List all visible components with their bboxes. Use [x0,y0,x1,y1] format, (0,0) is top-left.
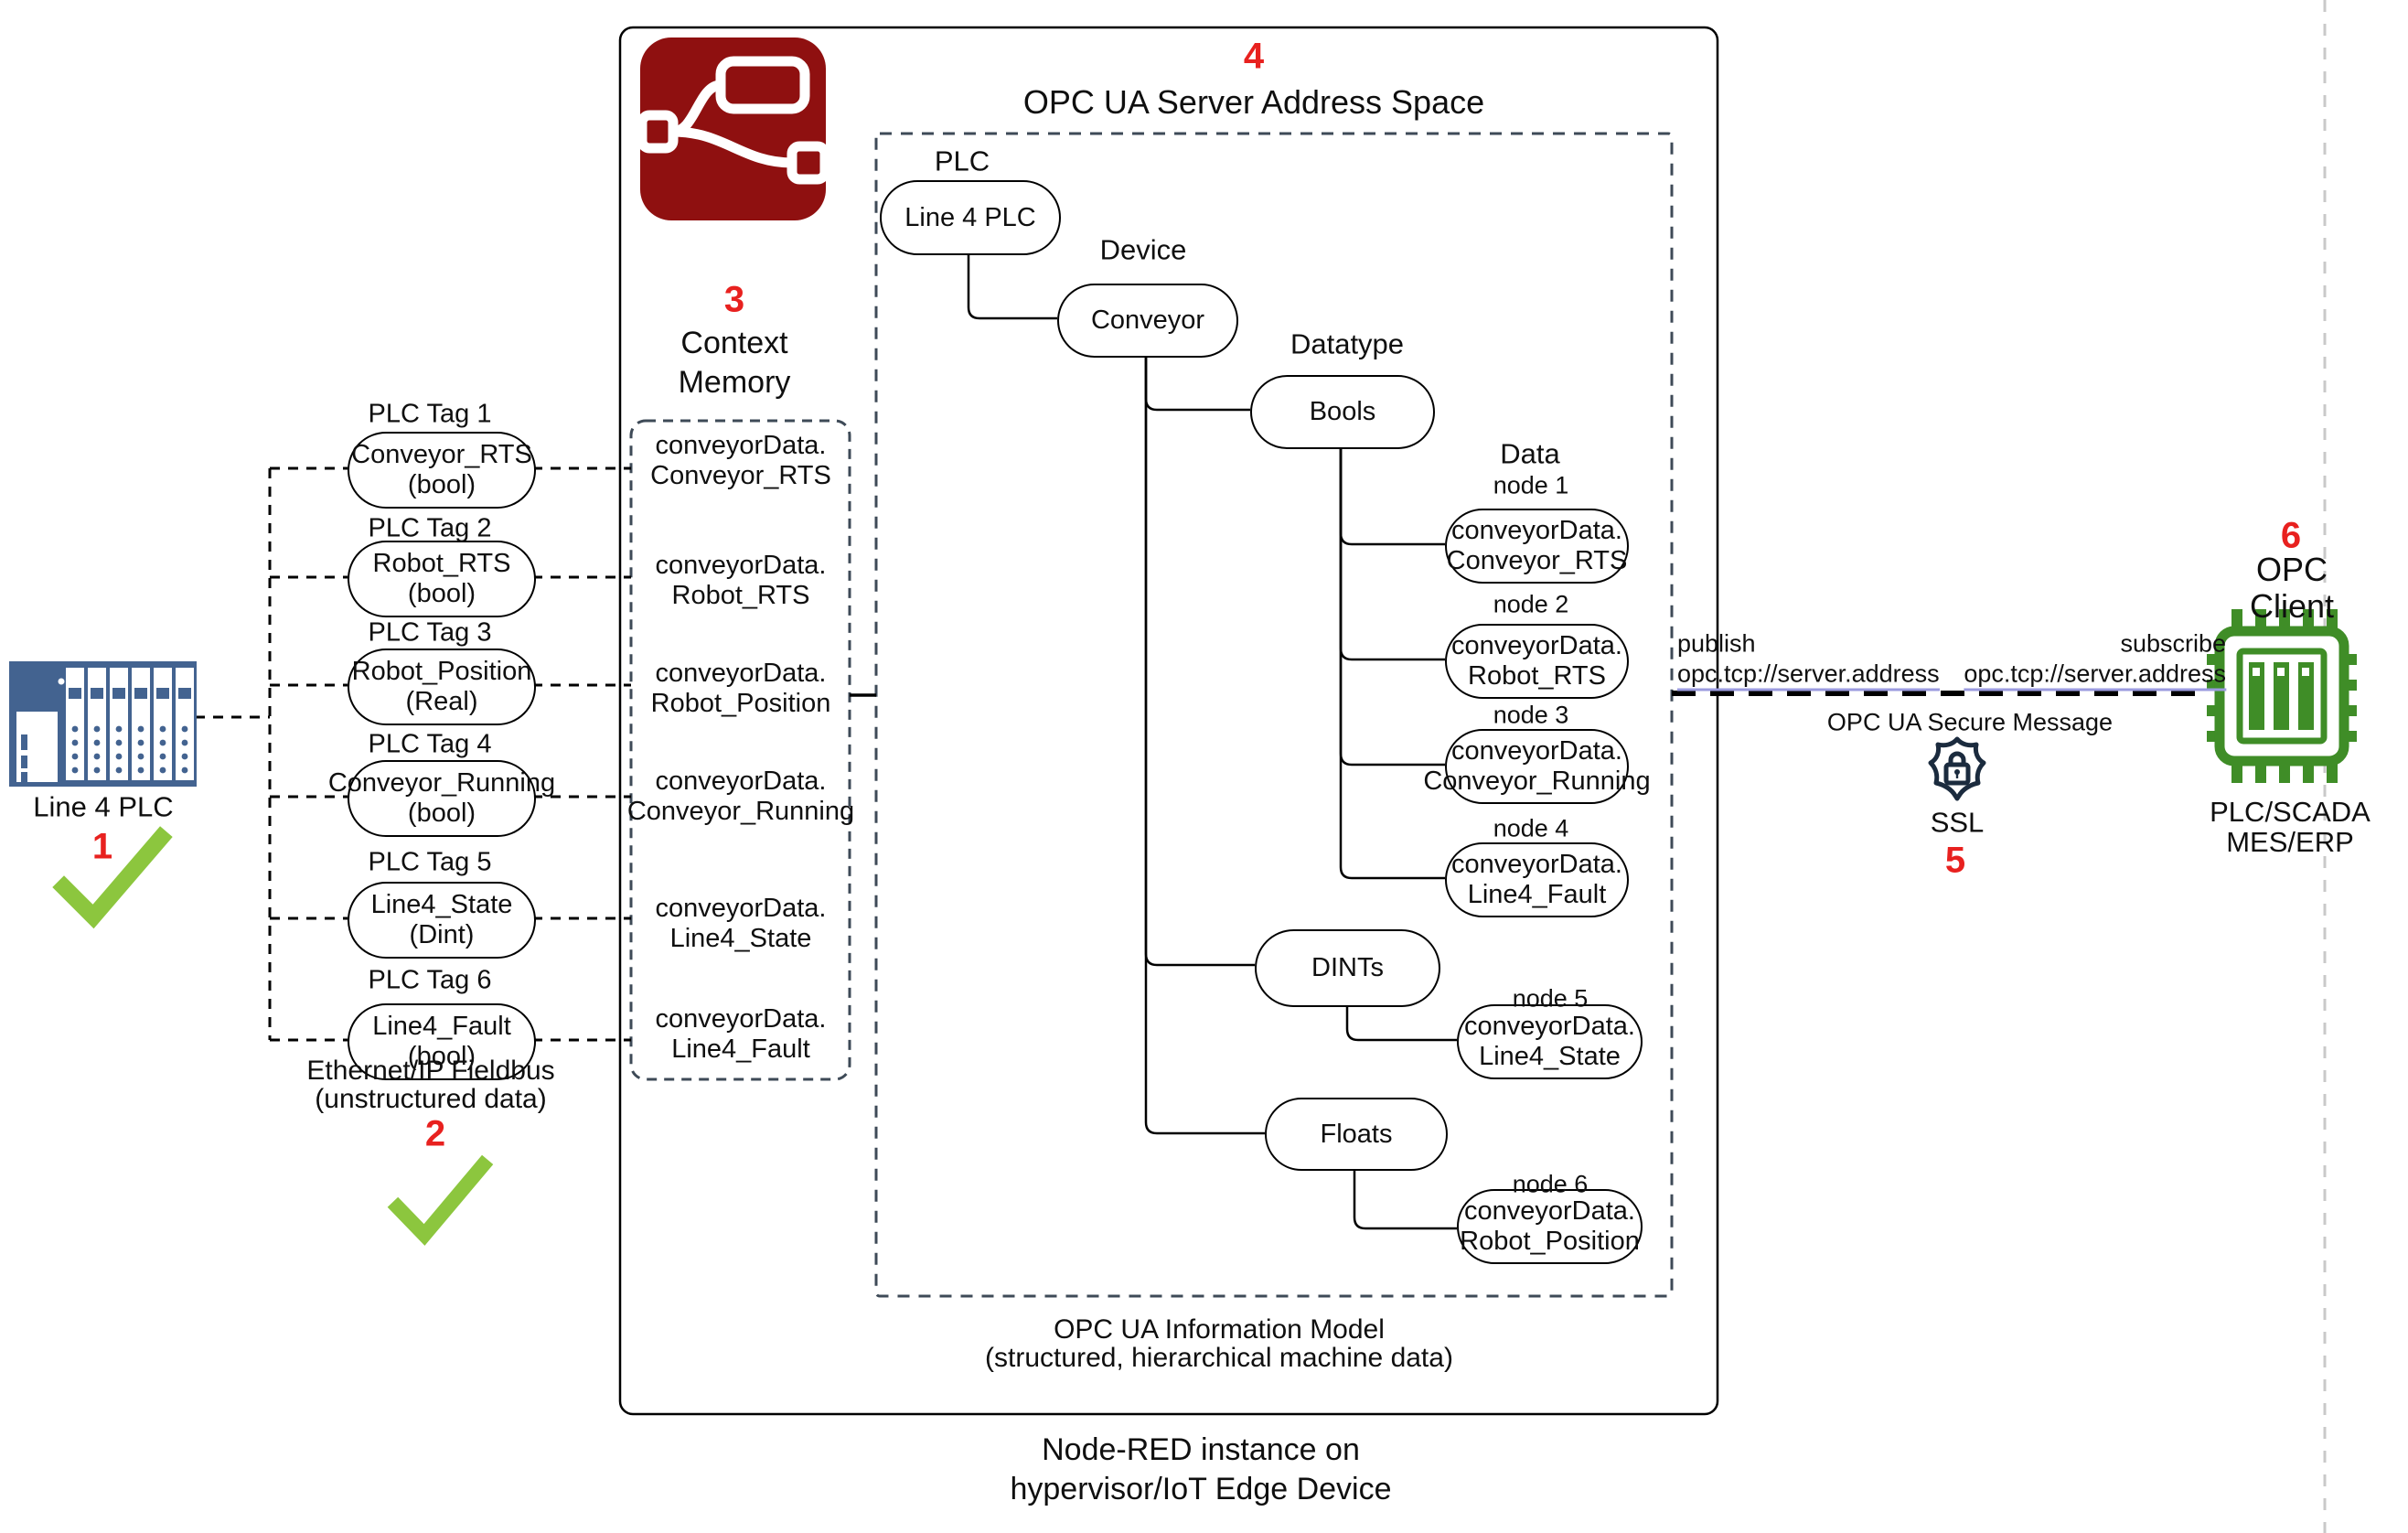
node-red-instance-caption: Node-RED instance on hypervisor/IoT Edge… [1010,1432,1392,1506]
context-entry-3: conveyorData. Robot_Position [650,659,831,718]
address-space-title: OPC UA Server Address Space [1022,83,1485,121]
plc-tag-1-label: PLC Tag 1 [368,399,492,429]
step-6-badge: 6 [2280,515,2302,556]
level-label-device: Device [1099,233,1187,266]
node-red-icon [637,38,830,220]
plc-title: Line 4 PLC [33,790,174,823]
check-icon [387,1154,494,1246]
information-model-caption: OPC UA Information Model (structured, hi… [985,1314,1453,1373]
context-entry-2: conveyorData. Robot_RTS [655,551,827,610]
tree-device-node: Conveyor [1057,284,1238,358]
publish-address-link[interactable]: opc.tcp://server.address [1677,659,1940,691]
tree-node-5: conveyorData. Line4_State [1457,1004,1643,1079]
secure-message-label: OPC UA Secure Message [1826,708,2114,736]
address-space-box [874,132,1674,1298]
tree-floats-node: Floats [1265,1098,1448,1171]
node-red-instance-box [618,26,1719,1416]
fieldbus-connectors [195,466,631,1042]
step-5-badge: 5 [1944,840,1966,881]
plc-tag-6-node: Line4_Fault (bool) [348,1003,536,1080]
plc-tag-1-node: Conveyor_RTS (bool) [348,432,536,509]
plc-tag-3-node: Robot_Position (Real) [348,649,536,725]
opc-client-systems: PLC/SCADA MES/ERP [2210,796,2371,858]
plc-tag-3-label: PLC Tag 3 [368,617,492,648]
plc-rack-icon [9,661,197,787]
plc-tag-5-node: Line4_State (Dint) [348,882,536,959]
tree-node-2: conveyorData. Robot_RTS [1445,624,1629,699]
plc-tag-2-node: Robot_RTS (bool) [348,541,536,617]
shield-lock-icon [1928,736,1986,801]
tree-plc-node: Line 4 PLC [880,180,1061,255]
context-entry-6: conveyorData. Line4_Fault [655,1004,827,1064]
step-4-badge: 4 [1243,36,1265,77]
tree-node-6: conveyorData. Robot_Position [1457,1189,1643,1264]
subscribe-label: subscribe [2120,629,2226,658]
context-memory-title: Context Memory [678,326,791,400]
tree-node-3: conveyorData. Conveyor_Running [1423,729,1651,804]
plc-tag-5-label: PLC Tag 5 [368,847,492,877]
level-label-datatype: Datatype [1290,327,1405,360]
tree-node-6-label: node 6 [1512,1170,1589,1198]
plc-tag-2-label: PLC Tag 2 [368,513,492,543]
context-entry-1: conveyorData. Conveyor_RTS [650,431,831,490]
opc-client-chip-icon [2207,609,2357,783]
tree-node-5-label: node 5 [1512,984,1589,1013]
step-3-badge: 3 [723,279,745,320]
level-label-plc: PLC [934,145,990,177]
subscribe-address-link[interactable]: opc.tcp://server.address [1964,659,2226,691]
tree-connectors [967,252,1457,1230]
publish-label: publish [1677,629,1756,658]
plc-tag-4-node: Conveyor_Running (bool) [328,760,555,837]
check-icon [52,826,173,929]
step-1-badge: 1 [91,826,113,867]
context-entry-5: conveyorData. Line4_State [655,894,827,953]
tree-node-1: conveyorData. Conveyor_RTS [1445,509,1629,584]
tree-bools-node: Bools [1250,375,1435,449]
context-memory-box [629,419,851,1081]
tree-node-2-label: node 2 [1493,590,1569,618]
plc-tag-6-label: PLC Tag 6 [368,965,492,995]
tree-node-3-label: node 3 [1493,701,1569,729]
tree-dints-node: DINTs [1255,929,1440,1007]
tree-node-4-label: node 4 [1493,814,1569,842]
plc-tag-4-label: PLC Tag 4 [368,729,492,759]
tree-node-1-label: node 1 [1493,471,1569,499]
opc-client-title: OPC Client [2249,551,2335,625]
fieldbus-label: Ethernet/IP Fieldbus (unstructured data) [306,1056,555,1114]
ssl-label: SSL [1930,806,1985,839]
context-entry-4: conveyorData. Conveyor_Running [626,766,855,826]
step-2-badge: 2 [424,1113,446,1154]
level-label-data: Data [1500,437,1560,470]
tree-node-4: conveyorData. Line4_Fault [1445,842,1629,917]
